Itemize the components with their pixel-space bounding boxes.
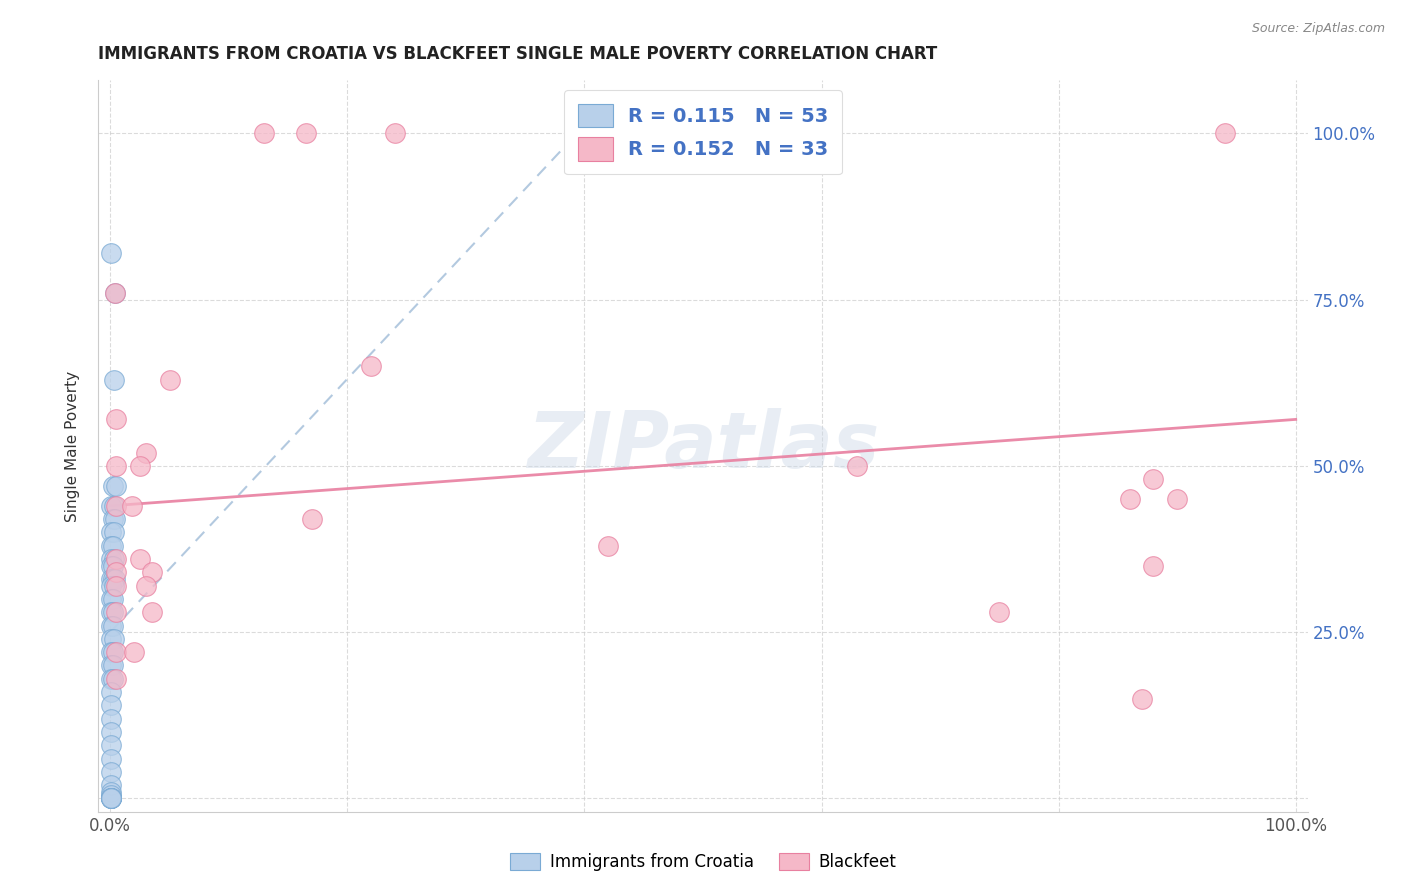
Point (104, 286, 127, 301)
Point (100, 552, 122, 566)
Point (100, 791, 122, 805)
Point (384, 127, 406, 141)
Point (1119, 492, 1142, 507)
Point (100, 672, 122, 686)
Point (100, 791, 122, 805)
Point (103, 579, 125, 593)
Point (295, 127, 318, 141)
Point (100, 605, 122, 619)
Point (100, 712, 122, 726)
Point (100, 791, 122, 805)
Point (100, 791, 122, 805)
Point (100, 685, 122, 699)
Point (100, 791, 122, 805)
Point (129, 552, 152, 566)
Point (100, 645, 122, 659)
Point (100, 579, 122, 593)
Legend: R = 0.115   N = 53, R = 0.152   N = 33: R = 0.115 N = 53, R = 0.152 N = 33 (564, 90, 842, 175)
Point (988, 605, 1011, 619)
Point (103, 372, 125, 386)
Point (105, 458, 128, 473)
Point (100, 778, 122, 792)
Point (105, 566, 128, 580)
Legend: Immigrants from Croatia, Blackfeet: Immigrants from Croatia, Blackfeet (501, 845, 905, 880)
Point (101, 605, 124, 619)
Point (104, 512, 127, 526)
Point (101, 479, 124, 493)
Point (100, 725, 122, 739)
Point (846, 458, 869, 473)
Point (103, 632, 125, 646)
Point (100, 791, 122, 805)
Point (1142, 558, 1164, 573)
Point (101, 672, 124, 686)
Point (101, 558, 124, 573)
Point (598, 539, 620, 553)
Point (100, 785, 122, 799)
Point (100, 751, 122, 765)
Point (101, 539, 124, 553)
Point (141, 605, 163, 619)
Point (100, 525, 122, 540)
Point (100, 658, 122, 673)
Point (105, 579, 128, 593)
Point (101, 658, 124, 673)
Point (360, 359, 382, 374)
Point (101, 591, 124, 606)
Text: Source: ZipAtlas.com: Source: ZipAtlas.com (1251, 22, 1385, 36)
Point (301, 512, 323, 526)
Point (105, 499, 128, 513)
Point (100, 558, 122, 573)
Point (101, 645, 124, 659)
Point (101, 512, 124, 526)
Point (100, 738, 122, 752)
Point (100, 246, 122, 260)
Point (122, 645, 145, 659)
Point (100, 499, 122, 513)
Point (253, 127, 276, 141)
Point (103, 525, 125, 540)
Point (100, 572, 122, 586)
Point (1166, 492, 1188, 507)
Point (135, 579, 157, 593)
Point (135, 445, 157, 459)
Point (1213, 127, 1236, 141)
Point (105, 552, 128, 566)
Point (105, 605, 128, 619)
Point (105, 645, 128, 659)
Point (100, 764, 122, 779)
Point (121, 499, 143, 513)
Point (105, 672, 128, 686)
Point (105, 479, 128, 493)
Point (103, 552, 125, 566)
Point (141, 566, 163, 580)
Point (101, 572, 124, 586)
Point (100, 788, 122, 802)
Point (159, 372, 181, 386)
Point (104, 286, 127, 301)
Point (105, 412, 128, 426)
Point (100, 791, 122, 805)
Text: IMMIGRANTS FROM CROATIA VS BLACKFEET SINGLE MALE POVERTY CORRELATION CHART: IMMIGRANTS FROM CROATIA VS BLACKFEET SIN… (98, 45, 938, 63)
Point (104, 572, 127, 586)
Y-axis label: Single Male Poverty: Single Male Poverty (65, 370, 80, 522)
Point (100, 632, 122, 646)
Point (101, 618, 124, 632)
Point (103, 499, 125, 513)
Point (100, 618, 122, 632)
Point (100, 698, 122, 713)
Point (100, 591, 122, 606)
Point (1142, 472, 1164, 486)
Text: ZIPatlas: ZIPatlas (527, 408, 879, 484)
Point (1130, 691, 1153, 706)
Point (129, 458, 152, 473)
Point (100, 539, 122, 553)
